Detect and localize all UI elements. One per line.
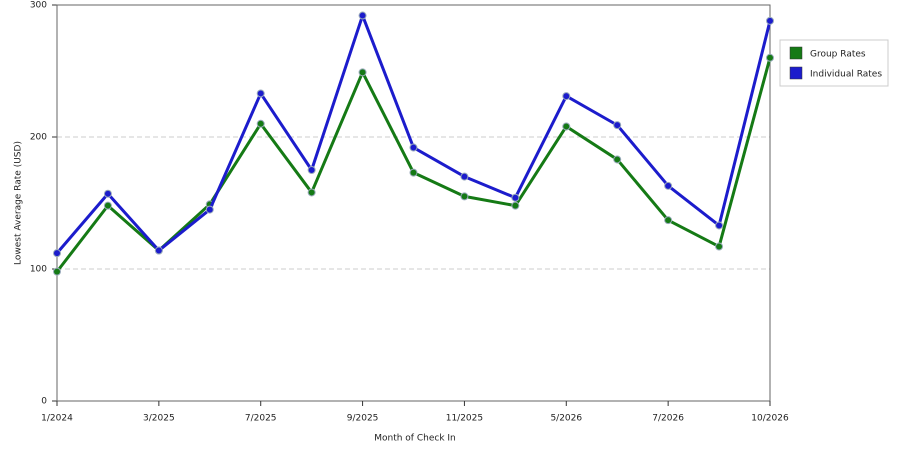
data-point xyxy=(409,168,418,177)
plot-frame xyxy=(56,4,771,402)
series-line xyxy=(55,57,772,273)
legend-swatch xyxy=(789,66,803,80)
data-point xyxy=(205,205,214,214)
y-tick-label: 200 xyxy=(30,133,47,143)
data-point xyxy=(766,53,774,62)
y-tick-label: 100 xyxy=(30,265,47,275)
data-point xyxy=(256,89,265,98)
x-tick-label: 7/2026 xyxy=(652,414,684,424)
data-point xyxy=(53,249,61,258)
data-point xyxy=(103,201,112,210)
data-point xyxy=(409,143,418,152)
data-point xyxy=(511,201,520,210)
data-point xyxy=(613,155,622,164)
x-axis-label: Month of Check In xyxy=(374,434,456,444)
x-tick-label: 10/2026 xyxy=(751,414,789,424)
data-point xyxy=(103,189,112,198)
data-point xyxy=(562,122,571,131)
data-point xyxy=(562,92,571,101)
data-point xyxy=(664,216,673,225)
data-point xyxy=(358,11,367,20)
data-point xyxy=(358,68,367,77)
legend-swatch xyxy=(789,46,803,60)
y-tick-label: 0 xyxy=(41,397,47,407)
x-tick-label: 7/2025 xyxy=(245,414,277,424)
data-point xyxy=(307,188,316,197)
data-point xyxy=(460,192,469,201)
data-point xyxy=(613,121,622,130)
x-tick-label: 3/2025 xyxy=(143,414,175,424)
data-point xyxy=(766,16,774,25)
data-point xyxy=(715,221,724,230)
data-point xyxy=(307,166,316,174)
data-point xyxy=(715,242,724,251)
data-point xyxy=(154,246,163,255)
x-tick-label: 11/2025 xyxy=(446,414,483,424)
series-line xyxy=(55,14,772,255)
x-tick-label: 1/2024 xyxy=(41,414,73,424)
data-point xyxy=(53,267,61,276)
y-axis-label: Lowest Average Rate (USD) xyxy=(14,141,24,265)
y-tick-label: 300 xyxy=(30,1,47,11)
data-point xyxy=(511,193,520,202)
data-point xyxy=(664,181,673,190)
x-tick-label: 9/2025 xyxy=(347,414,379,424)
data-point xyxy=(460,172,469,181)
x-tick-label: 5/2026 xyxy=(550,414,582,424)
legend-label: Individual Rates xyxy=(810,70,882,80)
legend-label: Group Rates xyxy=(810,50,866,60)
data-point xyxy=(256,119,265,128)
